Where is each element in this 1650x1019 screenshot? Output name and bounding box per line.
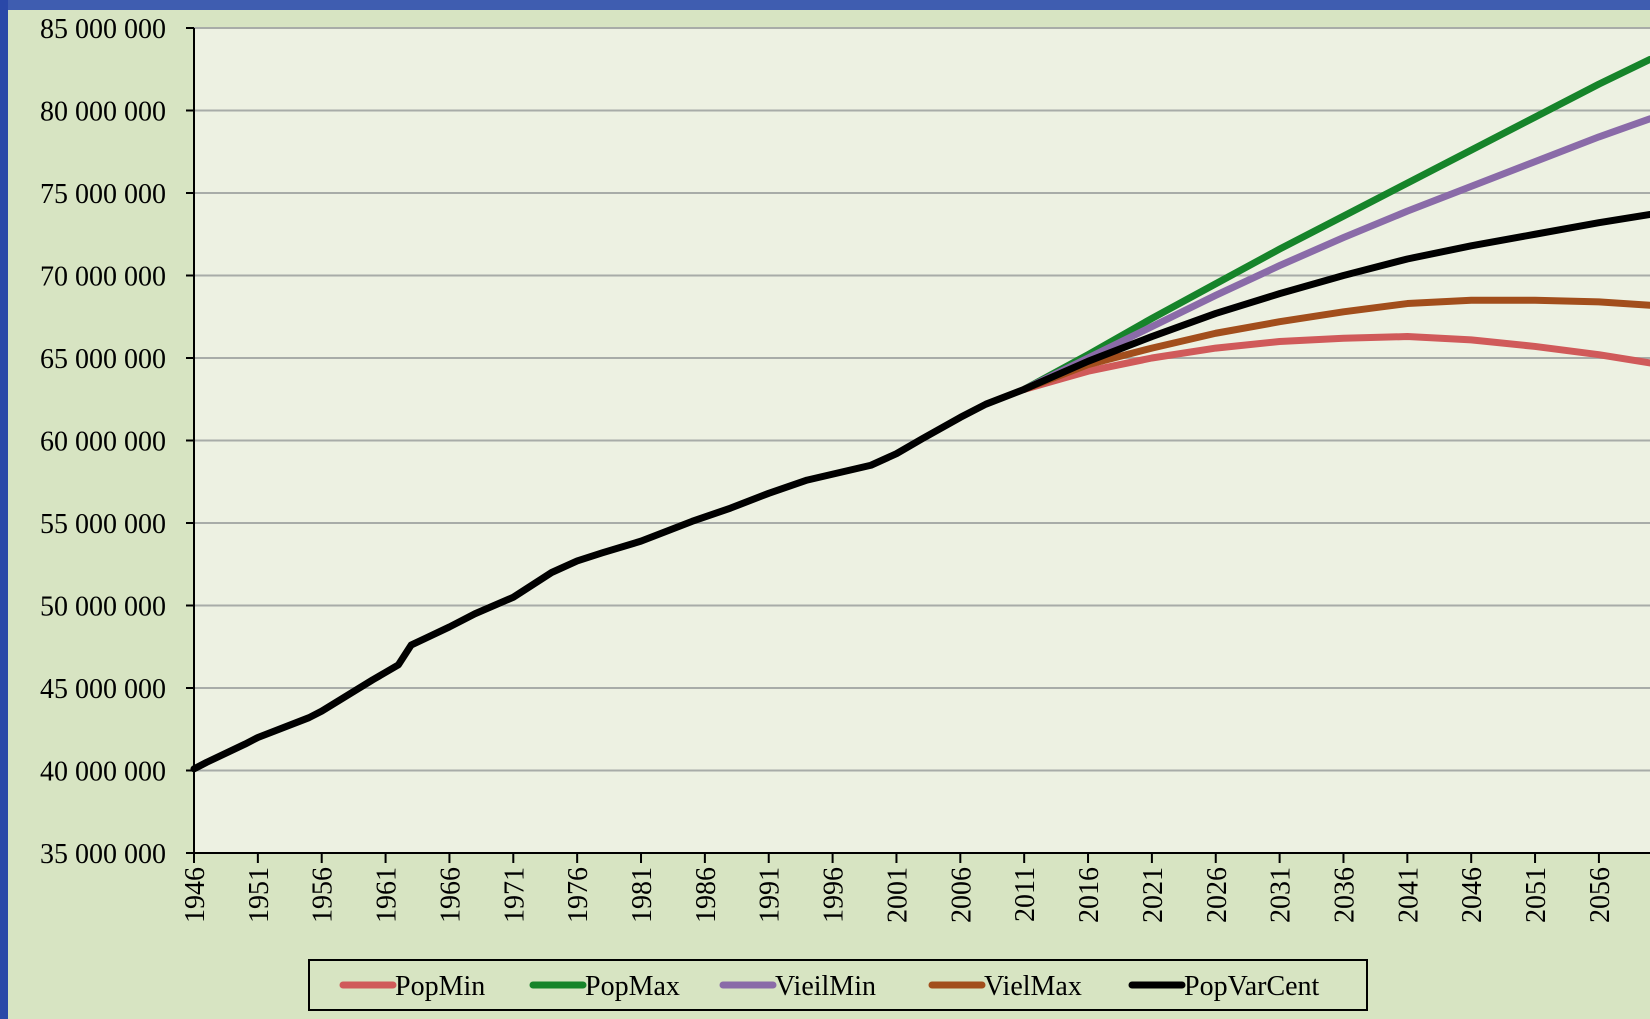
legend-box xyxy=(308,959,1368,1011)
y-tick-label: 50 000 000 xyxy=(40,592,166,623)
y-tick-label: 65 000 000 xyxy=(40,344,166,375)
top-bar xyxy=(0,0,1650,10)
y-tick-label: 40 000 000 xyxy=(40,757,166,788)
legend-label: VieilMin xyxy=(775,971,876,1002)
x-tick-label: 2036 xyxy=(1329,867,1360,923)
x-tick-label: 1961 xyxy=(372,867,403,923)
x-tick-label: 2056 xyxy=(1585,867,1616,923)
left-bar xyxy=(0,0,8,1019)
y-tick-label: 70 000 000 xyxy=(40,262,166,293)
x-tick-label: 1966 xyxy=(435,867,466,923)
x-tick-label: 2051 xyxy=(1521,867,1552,923)
y-tick-label: 80 000 000 xyxy=(40,97,166,128)
x-tick-label: 2001 xyxy=(882,867,913,923)
series-line xyxy=(1020,296,1650,393)
y-tick-label: 45 000 000 xyxy=(40,674,166,705)
y-tick-label: 75 000 000 xyxy=(40,179,166,210)
x-tick-label: 2041 xyxy=(1393,867,1424,923)
x-tick-label: 1946 xyxy=(180,867,211,923)
series-line xyxy=(1020,55,1650,393)
x-tick-label: 2046 xyxy=(1457,867,1488,923)
x-tick-label: 1956 xyxy=(308,867,339,923)
series-line xyxy=(190,210,1650,773)
series-line xyxy=(1020,115,1650,393)
legend-label: PopMax xyxy=(585,971,680,1002)
y-tick-label: 85 000 000 xyxy=(40,14,166,45)
legend-label: VielMax xyxy=(984,971,1082,1002)
y-tick-label: 55 000 000 xyxy=(40,509,166,540)
y-tick-label: 35 000 000 xyxy=(40,839,166,870)
y-tick-label: 60 000 000 xyxy=(40,427,166,458)
x-tick-label: 1986 xyxy=(691,867,722,923)
x-tick-label: 1991 xyxy=(755,867,786,923)
x-tick-label: 1976 xyxy=(563,867,594,923)
series-line xyxy=(1020,333,1650,393)
legend-label: PopVarCent xyxy=(1184,971,1320,1002)
x-tick-label: 1996 xyxy=(819,867,850,923)
x-tick-label: 1951 xyxy=(244,867,275,923)
x-tick-label: 1981 xyxy=(627,867,658,923)
legend-label: PopMin xyxy=(395,971,485,1002)
x-tick-label: 2031 xyxy=(1266,867,1297,923)
x-tick-label: 2016 xyxy=(1074,867,1105,923)
x-tick-label: 2026 xyxy=(1202,867,1233,923)
x-tick-label: 2006 xyxy=(946,867,977,923)
x-tick-label: 1971 xyxy=(499,867,530,923)
x-tick-label: 2021 xyxy=(1138,867,1169,923)
x-tick-label: 2011 xyxy=(1010,867,1041,922)
